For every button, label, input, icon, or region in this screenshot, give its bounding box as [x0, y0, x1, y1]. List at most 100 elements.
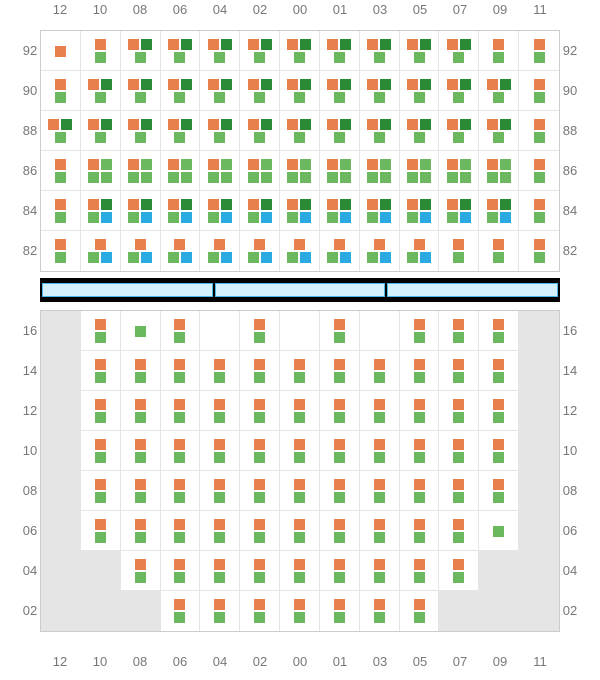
seat-cell[interactable] [200, 111, 240, 151]
seat-cell[interactable] [400, 31, 440, 71]
seat-cell[interactable] [200, 31, 240, 71]
seat-cell[interactable] [240, 71, 280, 111]
seat-cell[interactable] [81, 231, 121, 271]
seat-cell[interactable] [200, 351, 240, 391]
seat-cell[interactable] [400, 231, 440, 271]
seat-cell[interactable] [519, 31, 559, 71]
seat-cell[interactable] [360, 71, 400, 111]
seat-cell[interactable] [161, 391, 201, 431]
seat-cell[interactable] [439, 431, 479, 471]
seat-cell[interactable] [200, 391, 240, 431]
seat-cell[interactable] [161, 511, 201, 551]
seat-cell[interactable] [280, 471, 320, 511]
seat-cell[interactable] [479, 511, 519, 551]
seat-cell[interactable] [280, 31, 320, 71]
seat-cell[interactable] [479, 231, 519, 271]
seat-cell[interactable] [400, 111, 440, 151]
seat-cell[interactable] [320, 311, 360, 351]
seat-cell[interactable] [161, 551, 201, 591]
seat-cell[interactable] [81, 111, 121, 151]
seat-cell[interactable] [320, 431, 360, 471]
seat-cell[interactable] [161, 231, 201, 271]
seat-cell[interactable] [400, 391, 440, 431]
seat-cell[interactable] [161, 191, 201, 231]
seat-cell[interactable] [479, 31, 519, 71]
seat-cell[interactable] [121, 551, 161, 591]
seat-cell[interactable] [280, 551, 320, 591]
seat-cell[interactable] [280, 591, 320, 631]
seat-cell[interactable] [439, 471, 479, 511]
seat-cell[interactable] [121, 431, 161, 471]
seat-cell[interactable] [360, 111, 400, 151]
seat-cell[interactable] [439, 511, 479, 551]
seat-cell[interactable] [280, 351, 320, 391]
seat-cell[interactable] [320, 31, 360, 71]
seat-cell[interactable] [439, 151, 479, 191]
seat-cell[interactable] [200, 71, 240, 111]
seat-cell[interactable] [360, 551, 400, 591]
seat-cell[interactable] [479, 111, 519, 151]
seat-cell[interactable] [121, 231, 161, 271]
seat-cell[interactable] [280, 151, 320, 191]
seat-cell[interactable] [360, 391, 400, 431]
seat-cell[interactable] [400, 471, 440, 511]
seat-cell[interactable] [240, 151, 280, 191]
seat-cell[interactable] [41, 191, 81, 231]
seat-cell[interactable] [320, 111, 360, 151]
seat-cell[interactable] [360, 31, 400, 71]
seat-cell[interactable] [121, 391, 161, 431]
seat-cell[interactable] [121, 351, 161, 391]
seat-cell[interactable] [479, 151, 519, 191]
seat-cell[interactable] [161, 471, 201, 511]
seat-cell[interactable] [439, 311, 479, 351]
seat-cell[interactable] [81, 391, 121, 431]
seat-cell[interactable] [400, 191, 440, 231]
seat-cell[interactable] [81, 31, 121, 71]
seat-cell[interactable] [360, 351, 400, 391]
seat-cell[interactable] [320, 551, 360, 591]
seat-cell[interactable] [479, 311, 519, 351]
seat-cell[interactable] [121, 311, 161, 351]
seat-cell[interactable] [41, 231, 81, 271]
seat-cell[interactable] [320, 231, 360, 271]
seat-cell[interactable] [439, 551, 479, 591]
seat-cell[interactable] [320, 591, 360, 631]
seat-cell[interactable] [360, 151, 400, 191]
seat-cell[interactable] [280, 511, 320, 551]
seat-cell[interactable] [439, 391, 479, 431]
seat-cell[interactable] [240, 551, 280, 591]
seat-cell[interactable] [240, 511, 280, 551]
seat-cell[interactable] [320, 471, 360, 511]
seat-cell[interactable] [240, 351, 280, 391]
seat-cell[interactable] [400, 151, 440, 191]
seat-cell[interactable] [200, 151, 240, 191]
seat-cell[interactable] [519, 151, 559, 191]
seat-cell[interactable] [479, 471, 519, 511]
seat-cell[interactable] [400, 551, 440, 591]
seat-cell[interactable] [240, 111, 280, 151]
seat-cell[interactable] [360, 591, 400, 631]
seat-cell[interactable] [41, 31, 81, 71]
seat-cell[interactable] [439, 231, 479, 271]
seat-cell[interactable] [121, 511, 161, 551]
seat-cell[interactable] [200, 191, 240, 231]
seat-cell[interactable] [81, 351, 121, 391]
seat-cell[interactable] [439, 31, 479, 71]
seat-cell[interactable] [479, 191, 519, 231]
seat-cell[interactable] [519, 231, 559, 271]
seat-cell[interactable] [320, 511, 360, 551]
seat-cell[interactable] [161, 431, 201, 471]
seat-cell[interactable] [479, 71, 519, 111]
seat-cell[interactable] [400, 351, 440, 391]
seat-cell[interactable] [81, 311, 121, 351]
seat-cell[interactable] [200, 311, 240, 351]
seat-cell[interactable] [81, 511, 121, 551]
seat-cell[interactable] [280, 391, 320, 431]
seat-cell[interactable] [200, 511, 240, 551]
seat-cell[interactable] [41, 71, 81, 111]
seat-cell[interactable] [240, 391, 280, 431]
seat-cell[interactable] [81, 71, 121, 111]
seat-cell[interactable] [320, 391, 360, 431]
seat-cell[interactable] [400, 511, 440, 551]
seat-cell[interactable] [81, 431, 121, 471]
